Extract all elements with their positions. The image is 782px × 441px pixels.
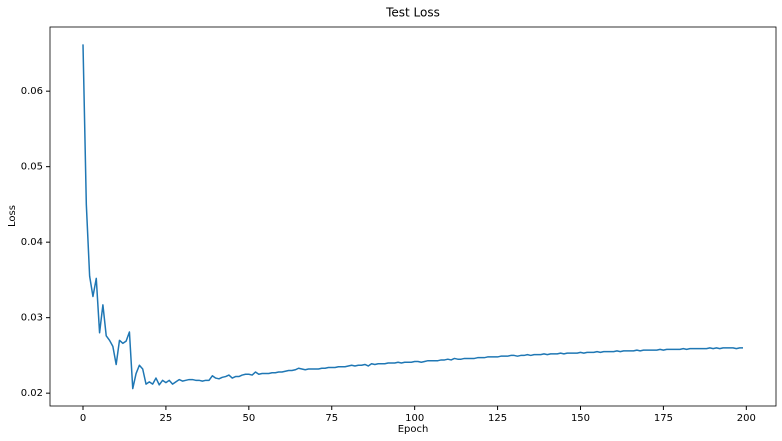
y-tick-label: 0.03	[21, 313, 43, 324]
x-tick-label: 100	[405, 413, 424, 424]
y-tick-label: 0.05	[21, 162, 43, 173]
chart-title: Test Loss	[385, 6, 440, 20]
y-axis-label: Loss	[7, 205, 18, 227]
x-tick-label: 25	[160, 413, 173, 424]
x-tick-label: 50	[242, 413, 255, 424]
line	[82, 44, 743, 390]
y-tick-label: 0.02	[21, 388, 43, 399]
x-tick-label: 150	[571, 413, 590, 424]
x-axis-label: Epoch	[398, 424, 429, 435]
y-tick-label: 0.04	[21, 237, 43, 248]
x-tick-label: 0	[80, 413, 86, 424]
x-tick-label: 125	[488, 413, 507, 424]
x-tick-label: 175	[654, 413, 673, 424]
x-tick-label: 75	[325, 413, 338, 424]
y-tick-label: 0.06	[21, 86, 43, 97]
x-tick-label: 200	[737, 413, 756, 424]
plot-frame	[49, 26, 777, 407]
